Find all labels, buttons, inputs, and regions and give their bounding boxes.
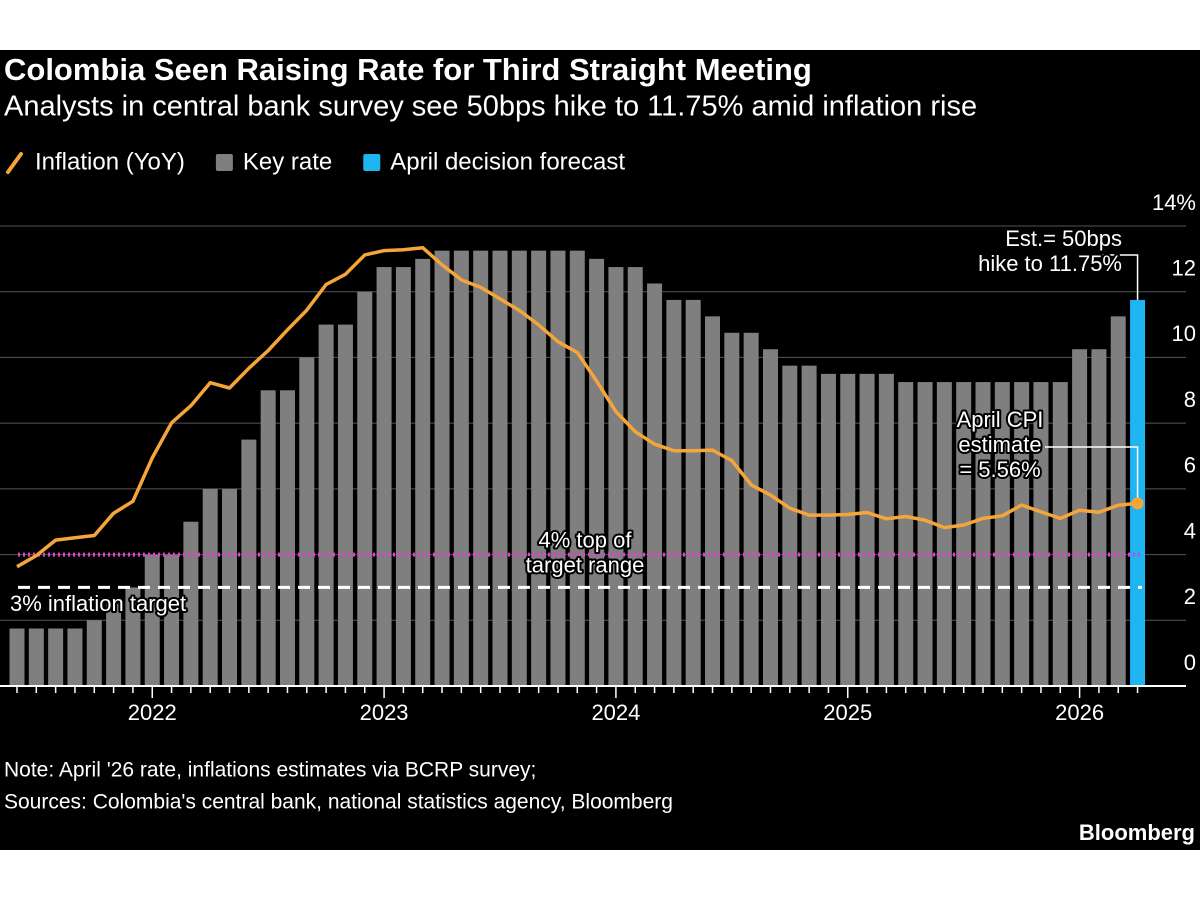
bar: [492, 250, 508, 686]
y-tick-label: 10: [1172, 321, 1196, 346]
bar: [531, 250, 547, 686]
y-tick-label: 8: [1184, 387, 1196, 412]
bar: [299, 357, 315, 686]
y-tick-label: 2: [1184, 584, 1196, 609]
y-tick-label: 12: [1172, 256, 1196, 281]
legend-label: Inflation (YoY): [35, 148, 185, 175]
legend-swatch: [6, 152, 23, 174]
bar: [337, 324, 353, 686]
bar: [9, 628, 25, 686]
y-tick-label: 0: [1184, 650, 1196, 675]
x-tick-label: 2025: [823, 700, 872, 725]
bar: [647, 283, 663, 686]
bar: [183, 521, 199, 686]
bar: [898, 382, 914, 686]
source: Bloomberg: [1079, 820, 1195, 845]
bar: [48, 628, 64, 686]
bar: [608, 267, 624, 686]
reference-label: 4% top of: [539, 527, 633, 552]
bar: [762, 349, 778, 686]
x-tick-label: 2024: [591, 700, 640, 725]
bar: [685, 299, 701, 686]
bar: [1110, 316, 1126, 686]
leader-line: [1045, 446, 1139, 504]
bar: [28, 628, 44, 686]
bar: [956, 382, 972, 686]
bar: [627, 267, 643, 686]
bar: [1072, 349, 1088, 686]
bar: [1014, 382, 1030, 686]
reference-label: target range: [526, 552, 645, 577]
bar: [260, 390, 276, 686]
bar: [453, 250, 469, 686]
line: [16, 245, 1138, 569]
legend-swatch: [363, 154, 381, 171]
bar: [376, 267, 392, 686]
end-dot: [1131, 497, 1144, 510]
bar: [878, 373, 894, 686]
y-tick-label: 14%: [1152, 190, 1196, 215]
bar: [975, 382, 991, 686]
annotation: hike to 11.75%: [978, 251, 1122, 276]
bar: [1091, 349, 1107, 686]
bar: [473, 250, 489, 686]
bar: [589, 258, 605, 686]
bar: [782, 365, 798, 686]
bar: [936, 382, 952, 686]
bar: [279, 390, 295, 686]
bar: [743, 332, 759, 686]
x-tick-label: 2022: [128, 700, 177, 725]
bar: [705, 316, 721, 686]
bar: [125, 587, 141, 686]
note: Sources: Colombia's central bank, nation…: [4, 791, 673, 814]
bar: [1033, 382, 1049, 686]
bar: [666, 299, 682, 686]
x-tick-label: 2026: [1055, 700, 1104, 725]
bar: [859, 373, 875, 686]
bar: [840, 373, 856, 686]
bar: [511, 250, 527, 686]
bar: [318, 324, 334, 686]
reference-label: 3% inflation target: [10, 591, 186, 616]
x-tick-label: 2023: [360, 700, 409, 725]
bar: [415, 258, 431, 686]
bar: [86, 620, 102, 686]
bar: [994, 382, 1010, 686]
bar: [395, 267, 411, 686]
note: Note: April '26 rate, inflations estimat…: [4, 759, 536, 782]
y-tick-label: 4: [1184, 518, 1196, 543]
bar: [357, 291, 373, 686]
bar: [569, 250, 585, 686]
chart-subtitle: Analysts in central bank survey see 50bp…: [4, 91, 977, 123]
bar: [67, 628, 83, 686]
annotation: estimate: [958, 432, 1041, 457]
bar: [1052, 382, 1068, 686]
annotation: Est.= 50bps: [1005, 226, 1122, 251]
bar: [434, 250, 450, 686]
annotation: April CPI: [957, 407, 1044, 432]
legend-label: April decision forecast: [390, 148, 625, 175]
legend-swatch: [215, 154, 233, 171]
legend-label: Key rate: [243, 148, 332, 175]
y-tick-label: 6: [1184, 453, 1196, 478]
bar: [724, 332, 740, 686]
bar: [164, 554, 180, 686]
bar: [550, 250, 566, 686]
bar: [917, 382, 933, 686]
chart-title: Colombia Seen Raising Rate for Third Str…: [4, 52, 812, 87]
bar: [144, 554, 160, 686]
bar: [106, 603, 122, 686]
annotation: = 5.56%: [959, 457, 1040, 482]
bar: [820, 373, 836, 686]
bar: [202, 488, 218, 686]
bar: [241, 439, 257, 686]
leader-line: [1098, 254, 1139, 300]
bar: [801, 365, 817, 686]
